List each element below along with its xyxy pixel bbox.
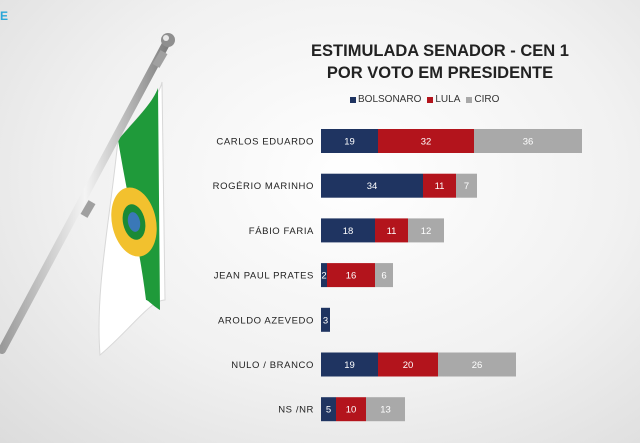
value-label-lula-fabio-faria: 11 bbox=[387, 226, 397, 237]
bar-ciro-rogerio-marinho bbox=[456, 173, 477, 198]
chart-title-line-2: POR VOTO EM PRESIDENTE bbox=[326, 64, 554, 82]
legend-label-ciro: CIRO bbox=[474, 94, 500, 105]
bar-bolsonaro-nulo-branco bbox=[321, 352, 378, 377]
value-label-bolsonaro-rogerio-marinho: 34 bbox=[367, 181, 378, 192]
value-label-ciro-fabio-faria: 12 bbox=[421, 226, 432, 237]
value-label-ciro-rogerio-marinho: 7 bbox=[464, 181, 469, 192]
bar-lula-jean-paul-prates bbox=[327, 263, 375, 288]
rio-grande-do-norte-flag-illustration bbox=[0, 33, 175, 357]
bar-ciro-ns-nr bbox=[366, 397, 405, 422]
bar-bolsonaro-carlos-eduardo bbox=[321, 129, 378, 153]
value-label-ciro-nulo-branco: 26 bbox=[472, 360, 483, 371]
value-label-lula-carlos-eduardo: 32 bbox=[421, 137, 432, 148]
bar-bolsonaro-jean-paul-prates bbox=[321, 263, 327, 288]
legend-label-bolsonaro: BOLSONARO bbox=[358, 94, 422, 105]
bar-bolsonaro-fabio-faria bbox=[321, 218, 375, 243]
bar-ciro-fabio-faria bbox=[408, 218, 444, 243]
value-label-ciro-jean-paul-prates: 6 bbox=[381, 271, 386, 282]
legend-item-lula: LULA bbox=[427, 94, 460, 105]
bar-lula-fabio-faria bbox=[375, 218, 408, 243]
legend-item-bolsonaro: BOLSONARO bbox=[350, 94, 421, 105]
legend-swatch-ciro bbox=[466, 96, 473, 103]
bar-bolsonaro-aroldo-azevedo bbox=[321, 307, 330, 332]
value-label-bolsonaro-fabio-faria: 18 bbox=[343, 226, 354, 237]
bar-bolsonaro-ns-nr bbox=[321, 397, 336, 422]
category-label-jean-paul-prates: JEAN PAUL PRATES bbox=[214, 271, 314, 282]
value-label-bolsonaro-nulo-branco: 19 bbox=[344, 360, 355, 371]
chart-title-line-1: ESTIMULADA SENADOR - CEN 1 bbox=[311, 42, 569, 60]
value-label-bolsonaro-carlos-eduardo: 19 bbox=[344, 137, 355, 148]
legend-swatch-lula bbox=[427, 96, 434, 103]
bar-lula-rogerio-marinho bbox=[423, 173, 456, 198]
value-label-bolsonaro-ns-nr: 5 bbox=[326, 405, 331, 416]
bar-bolsonaro-rogerio-marinho bbox=[321, 173, 423, 198]
value-label-lula-nulo-branco: 20 bbox=[403, 360, 414, 371]
category-label-aroldo-azevedo: AROLDO AZEVEDO bbox=[218, 315, 314, 326]
legend-swatch-bolsonaro bbox=[350, 96, 356, 103]
legend-label-lula: LULA bbox=[435, 94, 461, 105]
bar-ciro-carlos-eduardo bbox=[474, 129, 582, 153]
value-label-lula-jean-paul-prates: 16 bbox=[346, 271, 357, 282]
value-label-bolsonaro-aroldo-azevedo: 3 bbox=[323, 315, 328, 326]
bar-lula-ns-nr bbox=[336, 397, 366, 422]
category-label-carlos-eduardo: CARLOS EDUARDO bbox=[216, 137, 314, 148]
chart-legend: BOLSONARO LULA CIRO bbox=[350, 94, 499, 105]
chart-title: ESTIMULADA SENADOR - CEN 1 POR VOTO EM P… bbox=[250, 40, 630, 84]
value-label-lula-rogerio-marinho: 11 bbox=[435, 181, 445, 192]
bar-lula-nulo-branco bbox=[378, 352, 438, 377]
category-label-ns-nr: NS /NR bbox=[278, 405, 314, 416]
category-label-fabio-faria: FÁBIO FARIA bbox=[249, 226, 314, 237]
bar-ciro-nulo-branco bbox=[438, 352, 516, 377]
corner-logo-fragment: E bbox=[0, 9, 9, 23]
legend-item-ciro: CIRO bbox=[466, 94, 499, 105]
category-label-rogerio-marinho: ROGÉRIO MARINHO bbox=[213, 181, 314, 192]
value-label-lula-ns-nr: 10 bbox=[346, 405, 357, 416]
bar-lula-carlos-eduardo bbox=[378, 129, 474, 153]
bar-ciro-jean-paul-prates bbox=[375, 263, 393, 288]
value-label-bolsonaro-jean-paul-prates: 2 bbox=[321, 271, 326, 282]
category-label-nulo-branco: NULO / BRANCO bbox=[231, 360, 314, 371]
value-label-ciro-ns-nr: 13 bbox=[380, 405, 391, 416]
value-label-ciro-carlos-eduardo: 36 bbox=[523, 137, 534, 148]
